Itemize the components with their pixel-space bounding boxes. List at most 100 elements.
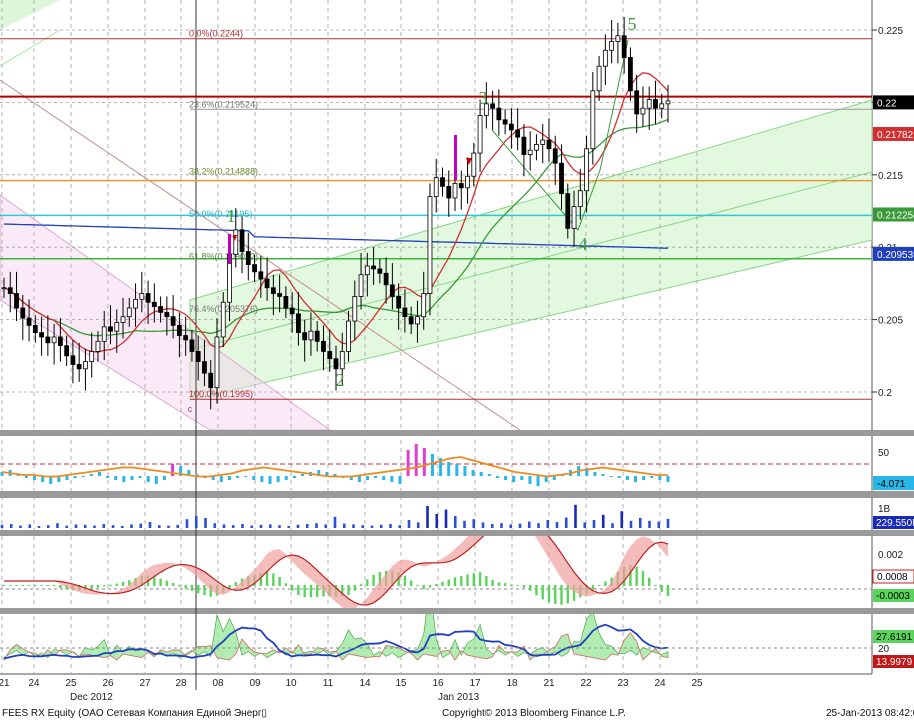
oscillator-axis: 50 -4.071 [873,448,914,490]
macd-hist-bar [466,574,469,586]
date-tick-label: 24 [28,678,40,689]
osc-bar [439,458,443,476]
macd-hist-bar [309,585,313,598]
macd-panel [0,536,872,608]
volume-bar [416,522,420,528]
osc-bar [57,476,61,482]
date-tick-label: 14 [359,678,371,689]
macd-hist-bar [353,585,356,591]
candle [70,339,76,384]
macd-hist-bar [27,585,31,586]
osc-bar [479,472,483,476]
volume-badge-label: 229.550M [876,518,914,529]
candle-up [527,149,533,155]
dmi-badge-label: 13.9979 [876,657,913,668]
macd-hist-bar [59,585,62,589]
volume-bar [463,520,466,528]
volume-bar [555,522,559,528]
volume-bar [407,520,411,528]
macd-hist-bar [641,570,645,586]
macd-tick-label: 0.002 [878,550,903,561]
osc-bar [520,476,524,480]
candlestick-series [1,16,671,410]
candle [465,157,470,204]
date-tick-label: 26 [102,678,114,689]
candle [108,305,113,345]
candle-up [101,326,107,342]
volume-bar [435,514,439,528]
candle-down [39,332,44,338]
copyright: Copyright© 2013 Bloomberg Finance L.P. [442,708,626,719]
volume-bar [518,523,522,528]
candle-up [659,103,665,109]
candle-down [70,355,76,365]
macd-hist-bar [196,585,200,594]
osc-bar [536,476,540,486]
upper-green-channel [0,0,60,30]
candle [327,329,333,372]
osc-bar [601,474,605,476]
wave-label: 3 [479,88,488,108]
candle [195,335,201,381]
date-tick-label: 21 [543,678,555,689]
volume-bar [194,516,198,528]
volume-bar [620,511,624,528]
macd-hist-bar [34,585,37,586]
candle-down [371,265,376,270]
macd-hist-bar [90,585,93,590]
dmi-badge-label: 27.6191 [876,632,913,643]
candle-down [314,330,320,342]
candle-down [383,272,389,286]
candle [446,170,452,217]
dmi-minus-line [3,632,669,661]
osc-bar [227,476,231,480]
candle-up [577,190,583,208]
osc-bar [138,476,142,478]
candle [596,56,602,101]
osc-bar [260,476,264,482]
macd-hist-bar [178,585,181,587]
volume-bar [426,506,429,528]
candle [120,297,126,339]
macd-hist-bar [297,585,300,596]
candle-up [120,316,126,323]
candle-up [89,351,95,362]
macd-hist-bar [347,585,350,595]
candle [415,300,420,343]
fib-label: 100.0%(0.1995) [189,389,253,399]
candle-up [114,322,120,332]
volume-bar [490,524,494,528]
candle [609,19,615,64]
candle [126,297,132,327]
candle-down [164,311,170,318]
candle-up [452,183,458,199]
osc-bar [544,476,548,482]
volume-bar [231,525,235,528]
candle-down [20,307,26,319]
macd-hist-bar [522,585,526,588]
candle-down [508,123,514,131]
volume-bar [657,521,661,528]
osc-bar [430,454,434,476]
osc-bar [495,476,499,478]
candle-down [327,351,333,360]
candle-down [634,90,640,115]
osc-bar [114,476,118,480]
macd-hist-bar [341,585,344,597]
volume-bar [74,524,78,528]
osc-badge-label: -4.071 [877,479,906,490]
candle-down [521,136,527,155]
candle [628,47,633,101]
candle-up [477,115,483,154]
macd-hist-bar [378,572,382,586]
green-channel-mid [189,171,872,351]
volume-axis: 1B 229.550M [873,504,914,529]
candle [590,71,596,165]
macd-hist-bar [516,584,519,586]
osc-bar [195,474,199,476]
volume-bar [0,524,4,528]
volume-bar [130,524,133,528]
wave-label: 2 [336,370,345,390]
osc-bar [585,468,589,476]
